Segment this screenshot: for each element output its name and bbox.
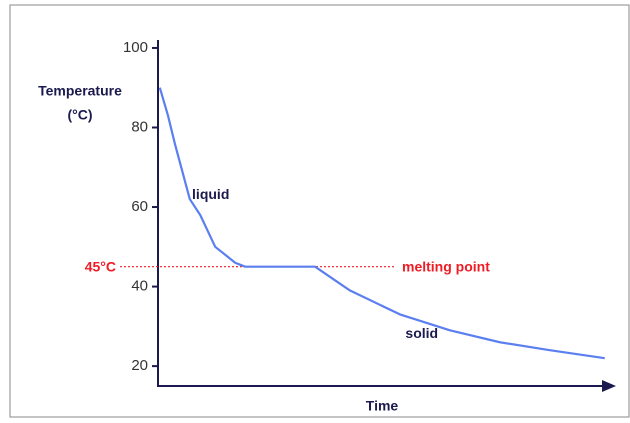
y-tick-label: 60 [131,198,148,215]
x-axis-arrow [602,380,616,392]
y-tick-label: 20 [131,357,148,374]
x-axis-label: Time [366,398,399,414]
y-tick-label: 40 [131,278,148,295]
cooling-curve [158,87,605,360]
annotation: liquid [192,186,229,202]
y-tick-label: 80 [131,118,148,135]
annotation: solid [405,325,438,341]
reference-label: 45°C [85,258,116,274]
y-axis-label: Temperature [38,83,122,99]
y-tick-label: 100 [123,39,148,56]
reference-name: melting point [402,258,490,274]
frame [9,4,630,418]
y-axis-label: (°C) [67,107,92,123]
